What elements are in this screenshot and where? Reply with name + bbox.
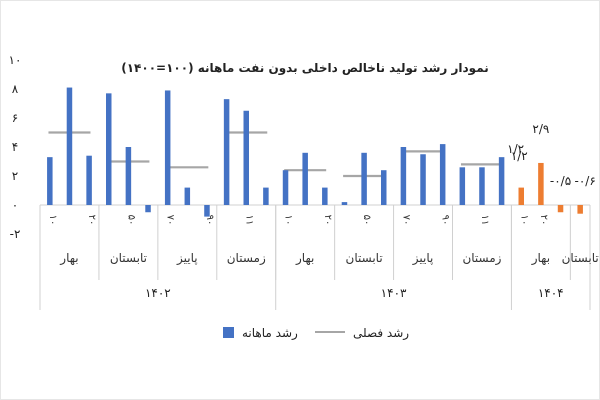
- data-label-extra: ۱/۲: [507, 142, 524, 156]
- legend-monthly-swatch: [223, 327, 234, 338]
- y-tick-label: ۸: [12, 82, 19, 96]
- month-tick-label: ۱۱: [479, 215, 490, 226]
- season-label: زمستان: [227, 251, 266, 266]
- monthly-bar: [341, 202, 348, 205]
- monthly-bar: [302, 152, 308, 205]
- y-tick-label: ۶: [12, 111, 18, 125]
- legend-seasonal-label: رشد فصلی: [353, 326, 409, 341]
- month-tick-label: ۲۰: [86, 215, 97, 226]
- y-tick-label: ۲: [12, 169, 18, 183]
- month-tick-label: ۱۱: [243, 215, 254, 226]
- monthly-bar: [66, 87, 73, 205]
- monthly-series: [47, 87, 583, 217]
- monthly-bar: [361, 152, 367, 205]
- month-tick-label: ۷۰: [400, 215, 411, 226]
- monthly-bar: [420, 154, 426, 205]
- monthly-bar: [204, 205, 210, 217]
- season-label: تابستان: [562, 251, 599, 265]
- data-label: -۰/۵: [550, 174, 571, 188]
- y-tick-label: ۱۰: [9, 53, 22, 67]
- monthly-bar: [518, 187, 524, 205]
- monthly-bar: [479, 167, 485, 205]
- monthly-bar: [145, 205, 151, 213]
- monthly-bar: [577, 205, 583, 214]
- y-tick-label: ۰: [12, 198, 18, 212]
- month-tick-label: ۹۰: [204, 215, 215, 226]
- season-label: پاییز: [176, 251, 198, 266]
- season-label: بهار: [59, 251, 78, 266]
- monthly-bar: [498, 157, 505, 205]
- month-tick-label: ۱۰: [47, 215, 58, 226]
- year-label: ۱۴۰۴: [538, 286, 564, 300]
- monthly-bar: [184, 187, 191, 205]
- month-tick-label: ۱۰: [518, 215, 529, 226]
- monthly-bar: [322, 187, 328, 205]
- year-label: ۱۴۰۲: [145, 286, 171, 300]
- monthly-bar: [557, 205, 564, 213]
- monthly-bar: [538, 162, 544, 205]
- legend: رشد ماهانه رشد فصلی: [223, 326, 409, 341]
- monthly-bar: [223, 99, 230, 205]
- month-tick-label: ۲۰: [538, 215, 549, 226]
- labels-layer: بهار تابستان پاییز زمستان ۱۴۰۲ بهار تابستان پای…: [47, 122, 599, 300]
- monthly-bar: [400, 147, 407, 205]
- month-tick-label: ۱۰: [283, 215, 294, 226]
- y-tick-label: -۲: [10, 227, 21, 241]
- year-label: ۱۴۰۳: [381, 286, 407, 300]
- legend-monthly-label: رشد ماهانه: [242, 326, 298, 341]
- season-label: زمستان: [462, 251, 501, 266]
- month-tick-label: ۲۰: [322, 215, 333, 226]
- chart-title: نمودار رشد تولید ناخالص داخلی بدون نفت م…: [121, 61, 489, 76]
- monthly-bar: [164, 90, 171, 205]
- season-label: پاییز: [412, 251, 434, 266]
- data-label: -۰/۶: [575, 174, 596, 188]
- month-tick-label: ۹۰: [440, 215, 451, 226]
- data-label: ۱/۲: [511, 149, 528, 163]
- monthly-bar: [282, 170, 289, 205]
- season-label: تابستان: [110, 251, 147, 265]
- season-label: بهار: [531, 251, 550, 266]
- month-tick-label: ۷۰: [165, 215, 176, 226]
- monthly-bar: [459, 167, 466, 205]
- monthly-bar: [125, 147, 132, 205]
- monthly-bar: [106, 93, 112, 205]
- monthly-bar: [47, 157, 53, 205]
- month-tick-label: ۵۰: [125, 215, 136, 226]
- monthly-bar: [263, 187, 269, 205]
- data-label: ۲/۹: [532, 122, 549, 136]
- season-label: تابستان: [346, 251, 383, 265]
- monthly-bar: [243, 110, 249, 205]
- month-tick-label: ۵۰: [361, 215, 372, 226]
- monthly-bar: [86, 155, 92, 205]
- y-tick-label: ۴: [12, 140, 18, 154]
- season-label: بهار: [295, 251, 314, 266]
- monthly-bar: [381, 170, 387, 205]
- monthly-bar: [439, 144, 446, 205]
